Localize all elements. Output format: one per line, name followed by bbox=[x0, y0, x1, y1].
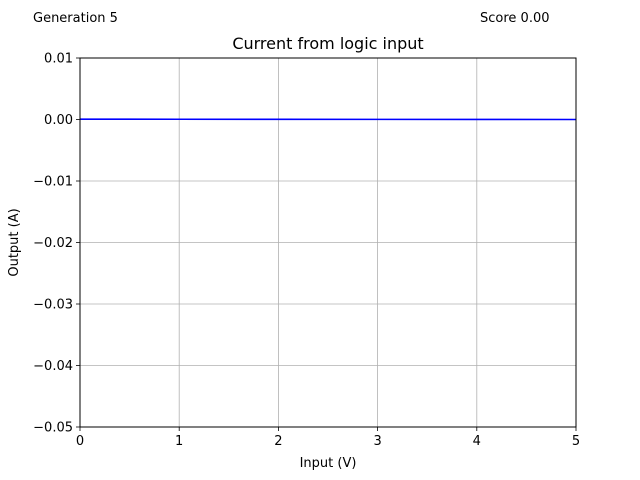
y-tick-label: −0.05 bbox=[33, 421, 73, 436]
x-tick-label: 2 bbox=[274, 434, 282, 449]
y-tick-label: 0.00 bbox=[44, 113, 73, 128]
x-axis-label: Input (V) bbox=[300, 456, 357, 471]
y-tick-label: −0.01 bbox=[33, 175, 73, 190]
ticks: 0 1 2 3 4 5 0.01 0.00 −0.01 −0.02 −0.03 −0.04 −0.05 bbox=[33, 52, 580, 450]
grid bbox=[79, 57, 577, 428]
y-tick-label: 0.01 bbox=[44, 52, 73, 67]
x-tick-label: 5 bbox=[572, 434, 580, 449]
x-tick-label: 3 bbox=[373, 434, 381, 449]
y-tick-label: −0.04 bbox=[33, 359, 73, 374]
chart-title: Current from logic input bbox=[232, 34, 423, 53]
x-tick-label: 0 bbox=[76, 434, 84, 449]
generation-label: Generation 5 bbox=[33, 11, 118, 26]
x-tick-label: 4 bbox=[473, 434, 481, 449]
score-label: Score 0.00 bbox=[480, 11, 550, 26]
y-axis-label: Output (A) bbox=[7, 208, 22, 276]
x-tick-label: 1 bbox=[175, 434, 183, 449]
y-tick-label: −0.03 bbox=[33, 298, 73, 313]
y-tick-label: −0.02 bbox=[33, 236, 73, 251]
